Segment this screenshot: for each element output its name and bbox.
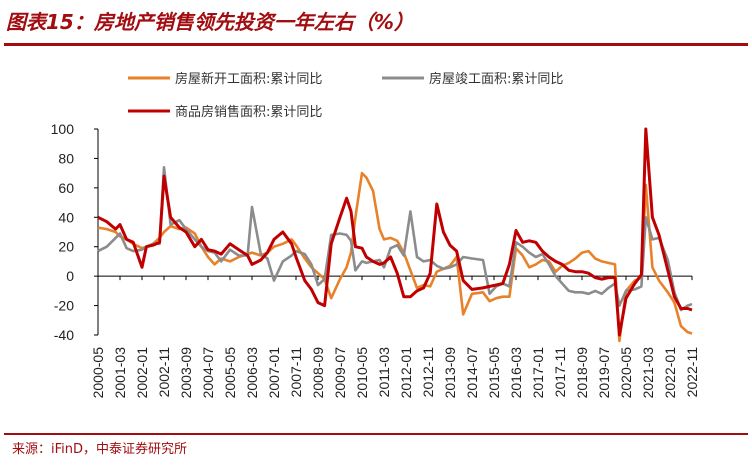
y-axis: -40 -20 0 20 40 60 80 100 [51, 121, 99, 343]
source-rule [4, 433, 748, 435]
x-tick-label: 2003-09 [178, 347, 194, 399]
x-tick-label: 2013-09 [442, 347, 458, 399]
x-tick-label: 2012-01 [398, 347, 414, 399]
plot-area [97, 127, 693, 343]
legend-label-completion: 房屋竣工面积:累计同比 [429, 71, 563, 87]
x-tick-label: 2007-01 [266, 347, 282, 399]
legend-label-sales: 商品房销售面积:累计同比 [175, 104, 322, 120]
x-tick-label: 2018-09 [574, 347, 590, 399]
x-tick-label: 2011-03 [376, 347, 392, 398]
x-tick-label: 2001-03 [112, 347, 128, 399]
y-tick-label: 40 [58, 209, 74, 225]
x-tick-label: 2000-05 [90, 347, 106, 399]
x-tick-label: 2017-11 [552, 347, 568, 398]
x-tick-label: 2008-09 [310, 347, 326, 399]
y-tick-label: -40 [54, 327, 74, 343]
x-tick-label: 2012-11 [420, 347, 436, 398]
source-note: 来源：iFinD，中泰证券研究所 [12, 442, 188, 457]
x-tick-label: 2017-01 [530, 347, 546, 399]
series-line-sales [97, 127, 693, 337]
x-tick-label: 2022-11 [684, 347, 700, 398]
title-rule [4, 43, 748, 46]
y-tick-label: 20 [58, 239, 74, 255]
x-tick-label: 2002-11 [156, 347, 172, 398]
y-tick-label: 80 [58, 150, 74, 166]
figure-title: 图表15：房地产销售领先投资一年左右（%） [6, 10, 414, 34]
x-axis: 2000-05 2001-03 2002-01 2002-11 2003-09 2004-… [90, 275, 700, 399]
x-tick-label: 2006-03 [244, 347, 260, 399]
x-tick-label: 2005-05 [222, 347, 238, 399]
series-line-new-construction [97, 171, 693, 343]
x-tick-label: 2021-03 [640, 347, 656, 399]
x-tick-label: 2010-05 [354, 347, 370, 399]
y-tick-label: 100 [51, 121, 75, 137]
x-tick-label: 2015-05 [486, 347, 502, 399]
series-line-completion [97, 166, 693, 312]
y-tick-label: 60 [58, 180, 74, 196]
x-tick-label: 2016-03 [508, 347, 524, 399]
x-tick-label: 2004-07 [200, 347, 216, 399]
x-tick-label: 2009-07 [332, 347, 348, 399]
x-tick-label: 2020-05 [618, 347, 634, 399]
x-tick-label: 2014-07 [464, 347, 480, 399]
x-tick-label: 2002-01 [134, 347, 150, 399]
x-tick-label: 2022-01 [662, 347, 678, 399]
y-tick-label: -20 [54, 298, 74, 314]
legend-label-new-construction: 房屋新开工面积:累计同比 [175, 71, 322, 87]
x-tick-label: 2007-11 [288, 347, 304, 398]
x-tick-label: 2019-07 [596, 347, 612, 399]
y-tick-label: 0 [66, 268, 74, 284]
